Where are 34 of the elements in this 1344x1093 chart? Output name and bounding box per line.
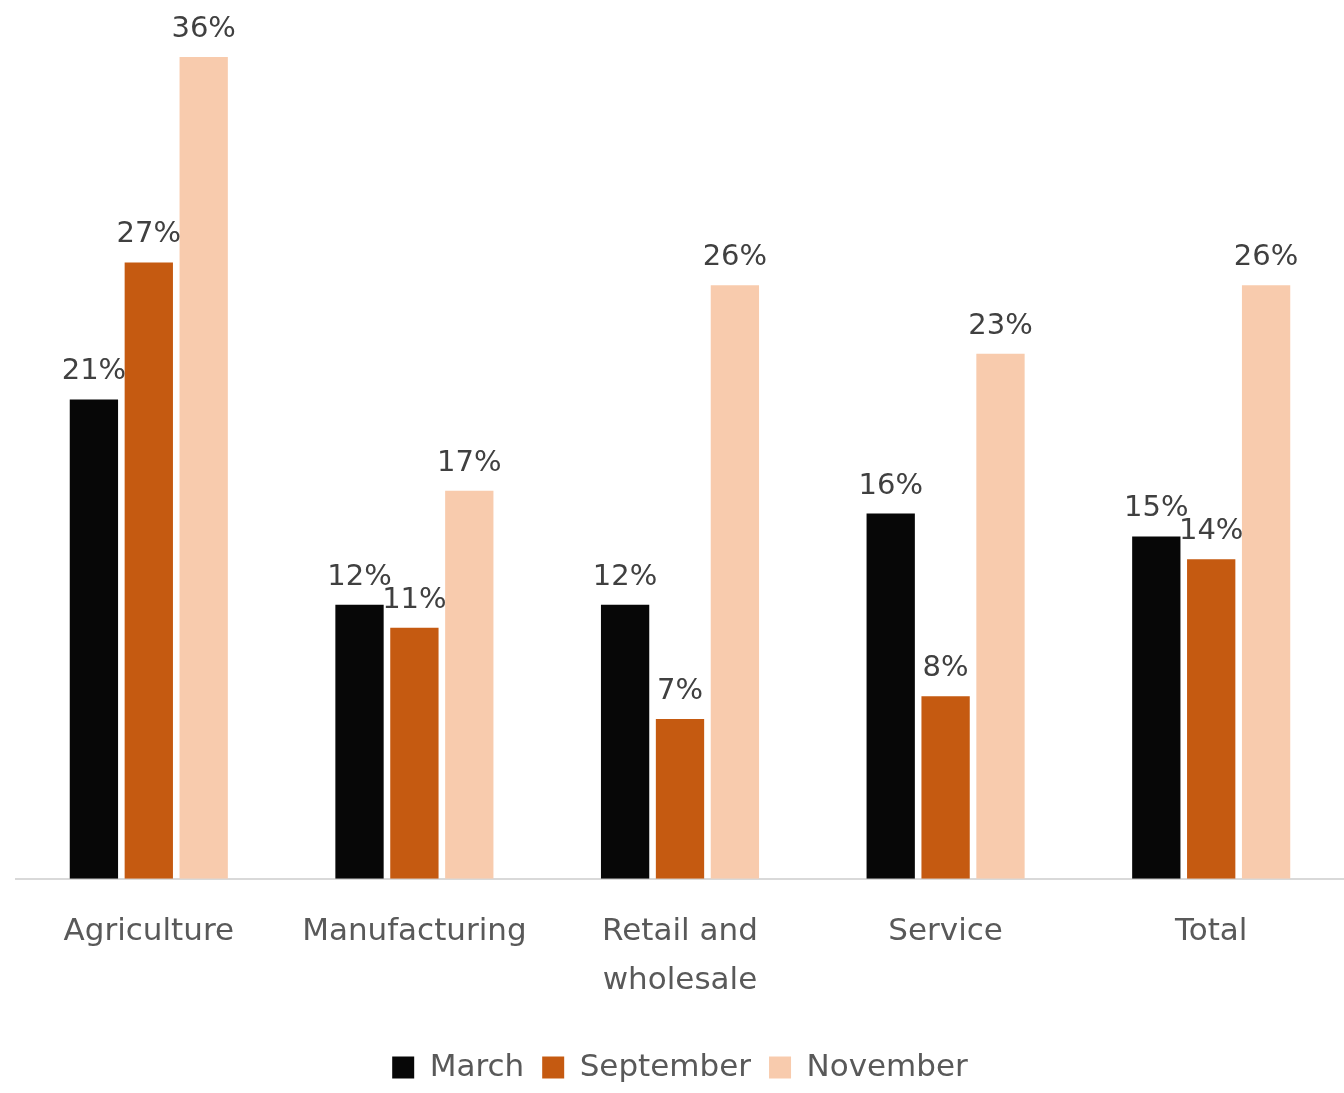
- x-tick-label: Retail and wholesale: [602, 910, 758, 997]
- bar: [866, 513, 915, 879]
- bar: [1241, 285, 1291, 879]
- bar: [655, 719, 705, 879]
- bar: [445, 490, 494, 879]
- data-label: 7%: [656, 672, 704, 707]
- x-tick-label: Manufacturing: [302, 910, 527, 947]
- bar: [710, 285, 760, 879]
- bar: [976, 353, 1025, 879]
- data-label: 12%: [592, 557, 658, 592]
- data-label: 27%: [116, 215, 182, 250]
- bar: [921, 696, 970, 879]
- bar: [390, 627, 439, 879]
- bar: [335, 604, 384, 879]
- x-tick-label: Service: [888, 910, 1003, 947]
- legend-label: March: [429, 1046, 525, 1083]
- x-tick-label: Total: [1174, 910, 1248, 947]
- data-label: 21%: [61, 352, 127, 387]
- bar: [600, 604, 650, 879]
- legend-label: September: [579, 1046, 752, 1083]
- data-label: 8%: [922, 649, 969, 684]
- bar: [179, 57, 228, 879]
- legend-label: November: [806, 1046, 969, 1083]
- data-label: 16%: [858, 466, 923, 501]
- bar: [1132, 536, 1181, 879]
- bar: [1187, 559, 1236, 879]
- data-label: 17%: [437, 443, 502, 478]
- data-label: 26%: [1233, 238, 1299, 273]
- bar: [124, 262, 173, 879]
- data-label: 26%: [702, 238, 768, 273]
- bar: [69, 399, 119, 879]
- data-label: 36%: [171, 10, 236, 44]
- x-tick-label: Agriculture: [63, 910, 235, 947]
- data-label: 23%: [968, 306, 1033, 341]
